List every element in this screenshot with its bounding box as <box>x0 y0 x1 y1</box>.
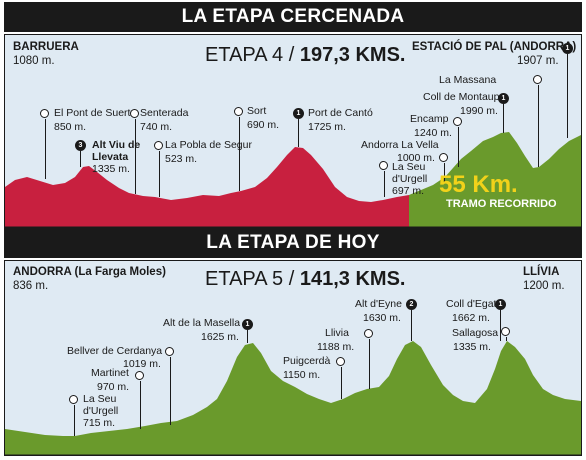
waypoint-name: Port de Cantó <box>308 107 373 119</box>
waypoint-alt: 1630 m. <box>363 312 401 324</box>
start-name: BARRUERA <box>13 41 79 53</box>
covered-km-label: 55 Km. <box>439 171 518 198</box>
finish-marker-stem <box>567 54 568 138</box>
stage-cut-profile-red <box>5 147 409 227</box>
waypoint-icon <box>135 371 144 380</box>
waypoint-name: Bellver de Cerdanya <box>67 345 163 357</box>
waypoint-name: La Pobla de Segur <box>165 139 252 151</box>
start-name: ANDORRA (La Farga Moles) <box>13 266 166 278</box>
waypoint-name: Alt de la Masella <box>163 317 241 329</box>
waypoint-alt: 850 m. <box>54 121 87 133</box>
category-1-icon: 1 <box>495 299 506 310</box>
waypoint-icon <box>533 75 542 84</box>
waypoint-alt: 523 m. <box>165 153 198 165</box>
waypoint-name: Andorra La Vella <box>361 139 439 151</box>
category-1-icon: 1 <box>498 93 509 104</box>
waypoint-alt: 690 m. <box>247 119 280 131</box>
start-alt: 1080 m. <box>13 55 55 67</box>
finish-category-icon: 1 <box>562 43 573 54</box>
waypoint-name: La Seu <box>83 393 117 405</box>
category-2-icon: 2 <box>406 299 417 310</box>
waypoint-name: Coll de Montaup <box>423 91 500 103</box>
waypoint-alt: 697 m. <box>392 185 425 197</box>
waypoint-alt: 1625 m. <box>201 331 239 343</box>
stage-cut-profile-chart <box>5 132 581 227</box>
waypoint-name: El Pont de Suert <box>54 107 131 119</box>
stage-cut-profile-green <box>409 132 581 227</box>
waypoint-name-line2: d'Urgell <box>392 173 428 185</box>
waypoint-alt: 1000 m. <box>397 152 435 164</box>
waypoint-alt: 1725 m. <box>308 121 346 133</box>
category-1-icon: 1 <box>293 108 304 119</box>
finish-name: LLÍVIA <box>523 266 560 278</box>
waypoint-alt: 1240 m. <box>414 127 452 139</box>
waypoint-name: Alt d'Eyne <box>355 298 402 310</box>
waypoint-name: Senterada <box>140 107 189 119</box>
waypoint-alt: 970 m. <box>97 381 130 393</box>
waypoint-alt: 1150 m. <box>283 369 321 381</box>
finish-name: ESTACIÓ DE PAL (ANDORRA) <box>412 41 577 53</box>
stage-today-profile-chart <box>5 341 581 455</box>
waypoint-icon <box>439 153 448 162</box>
waypoint-alt: 1188 m. <box>317 341 355 353</box>
stage-today-panel: ANDORRA (La Farga Moles) 836 m. ETAPA 5 … <box>4 260 582 456</box>
finish-alt: 1200 m. <box>523 280 565 292</box>
waypoint-name: Puigcerdà <box>283 355 331 367</box>
waypoint-icon <box>364 329 373 338</box>
waypoint-icon <box>501 327 510 336</box>
waypoint-alt: 1662 m. <box>452 312 490 324</box>
stage-cut-title: ETAPA 4 / 197,3 KMS. <box>205 44 406 66</box>
waypoint-name: Sallagosa <box>452 327 499 339</box>
waypoint-name: Alt Viu de <box>92 139 141 151</box>
waypoint-name: Coll d'Egat <box>446 298 497 310</box>
waypoint-icon <box>234 107 243 116</box>
waypoint-name: La Seu <box>392 161 426 173</box>
waypoint-name-line2: Llevata <box>92 151 129 163</box>
waypoint-name: La Massana <box>439 74 497 86</box>
waypoint-alt: 1019 m. <box>123 358 161 370</box>
waypoint-name: Encamp <box>410 113 449 125</box>
waypoint-name: Llivia <box>325 327 349 339</box>
waypoint-name: Martinet <box>91 367 129 379</box>
waypoint-alt: 1335 m. <box>92 163 130 175</box>
stage-today-title: ETAPA 5 / 141,3 KMS. <box>205 268 406 290</box>
stage-today-profile-green <box>5 341 581 455</box>
category-1-icon: 1 <box>242 319 253 330</box>
waypoint-icon <box>69 395 78 404</box>
waypoint-alt: 1990 m. <box>460 105 498 117</box>
stage-cut-panel: BARRUERA 1080 m. ETAPA 4 / 197,3 KMS. ES… <box>4 34 582 228</box>
waypoint-alt: 740 m. <box>140 121 173 133</box>
waypoint-alt: 715 m. <box>83 417 116 429</box>
waypoint-icon <box>336 357 345 366</box>
waypoint-icon <box>453 117 462 126</box>
finish-alt: 1907 m. <box>517 55 559 67</box>
waypoint-icon <box>165 347 174 356</box>
category-3-icon: 3 <box>75 140 86 151</box>
waypoint-alt: 1335 m. <box>453 341 491 353</box>
waypoint-icon <box>130 109 139 118</box>
covered-section-label: TRAMO RECORRIDO <box>446 198 557 210</box>
waypoint-icon <box>379 161 388 170</box>
banner-stage-cut: LA ETAPA CERCENADA <box>4 2 582 32</box>
waypoint-icon <box>40 109 49 118</box>
waypoint-icon <box>154 141 163 150</box>
start-alt: 836 m. <box>13 280 49 292</box>
waypoint-name: Sort <box>247 105 267 117</box>
banner-stage-today: LA ETAPA DE HOY <box>4 228 582 258</box>
waypoint-name-line2: d'Urgell <box>83 405 119 417</box>
